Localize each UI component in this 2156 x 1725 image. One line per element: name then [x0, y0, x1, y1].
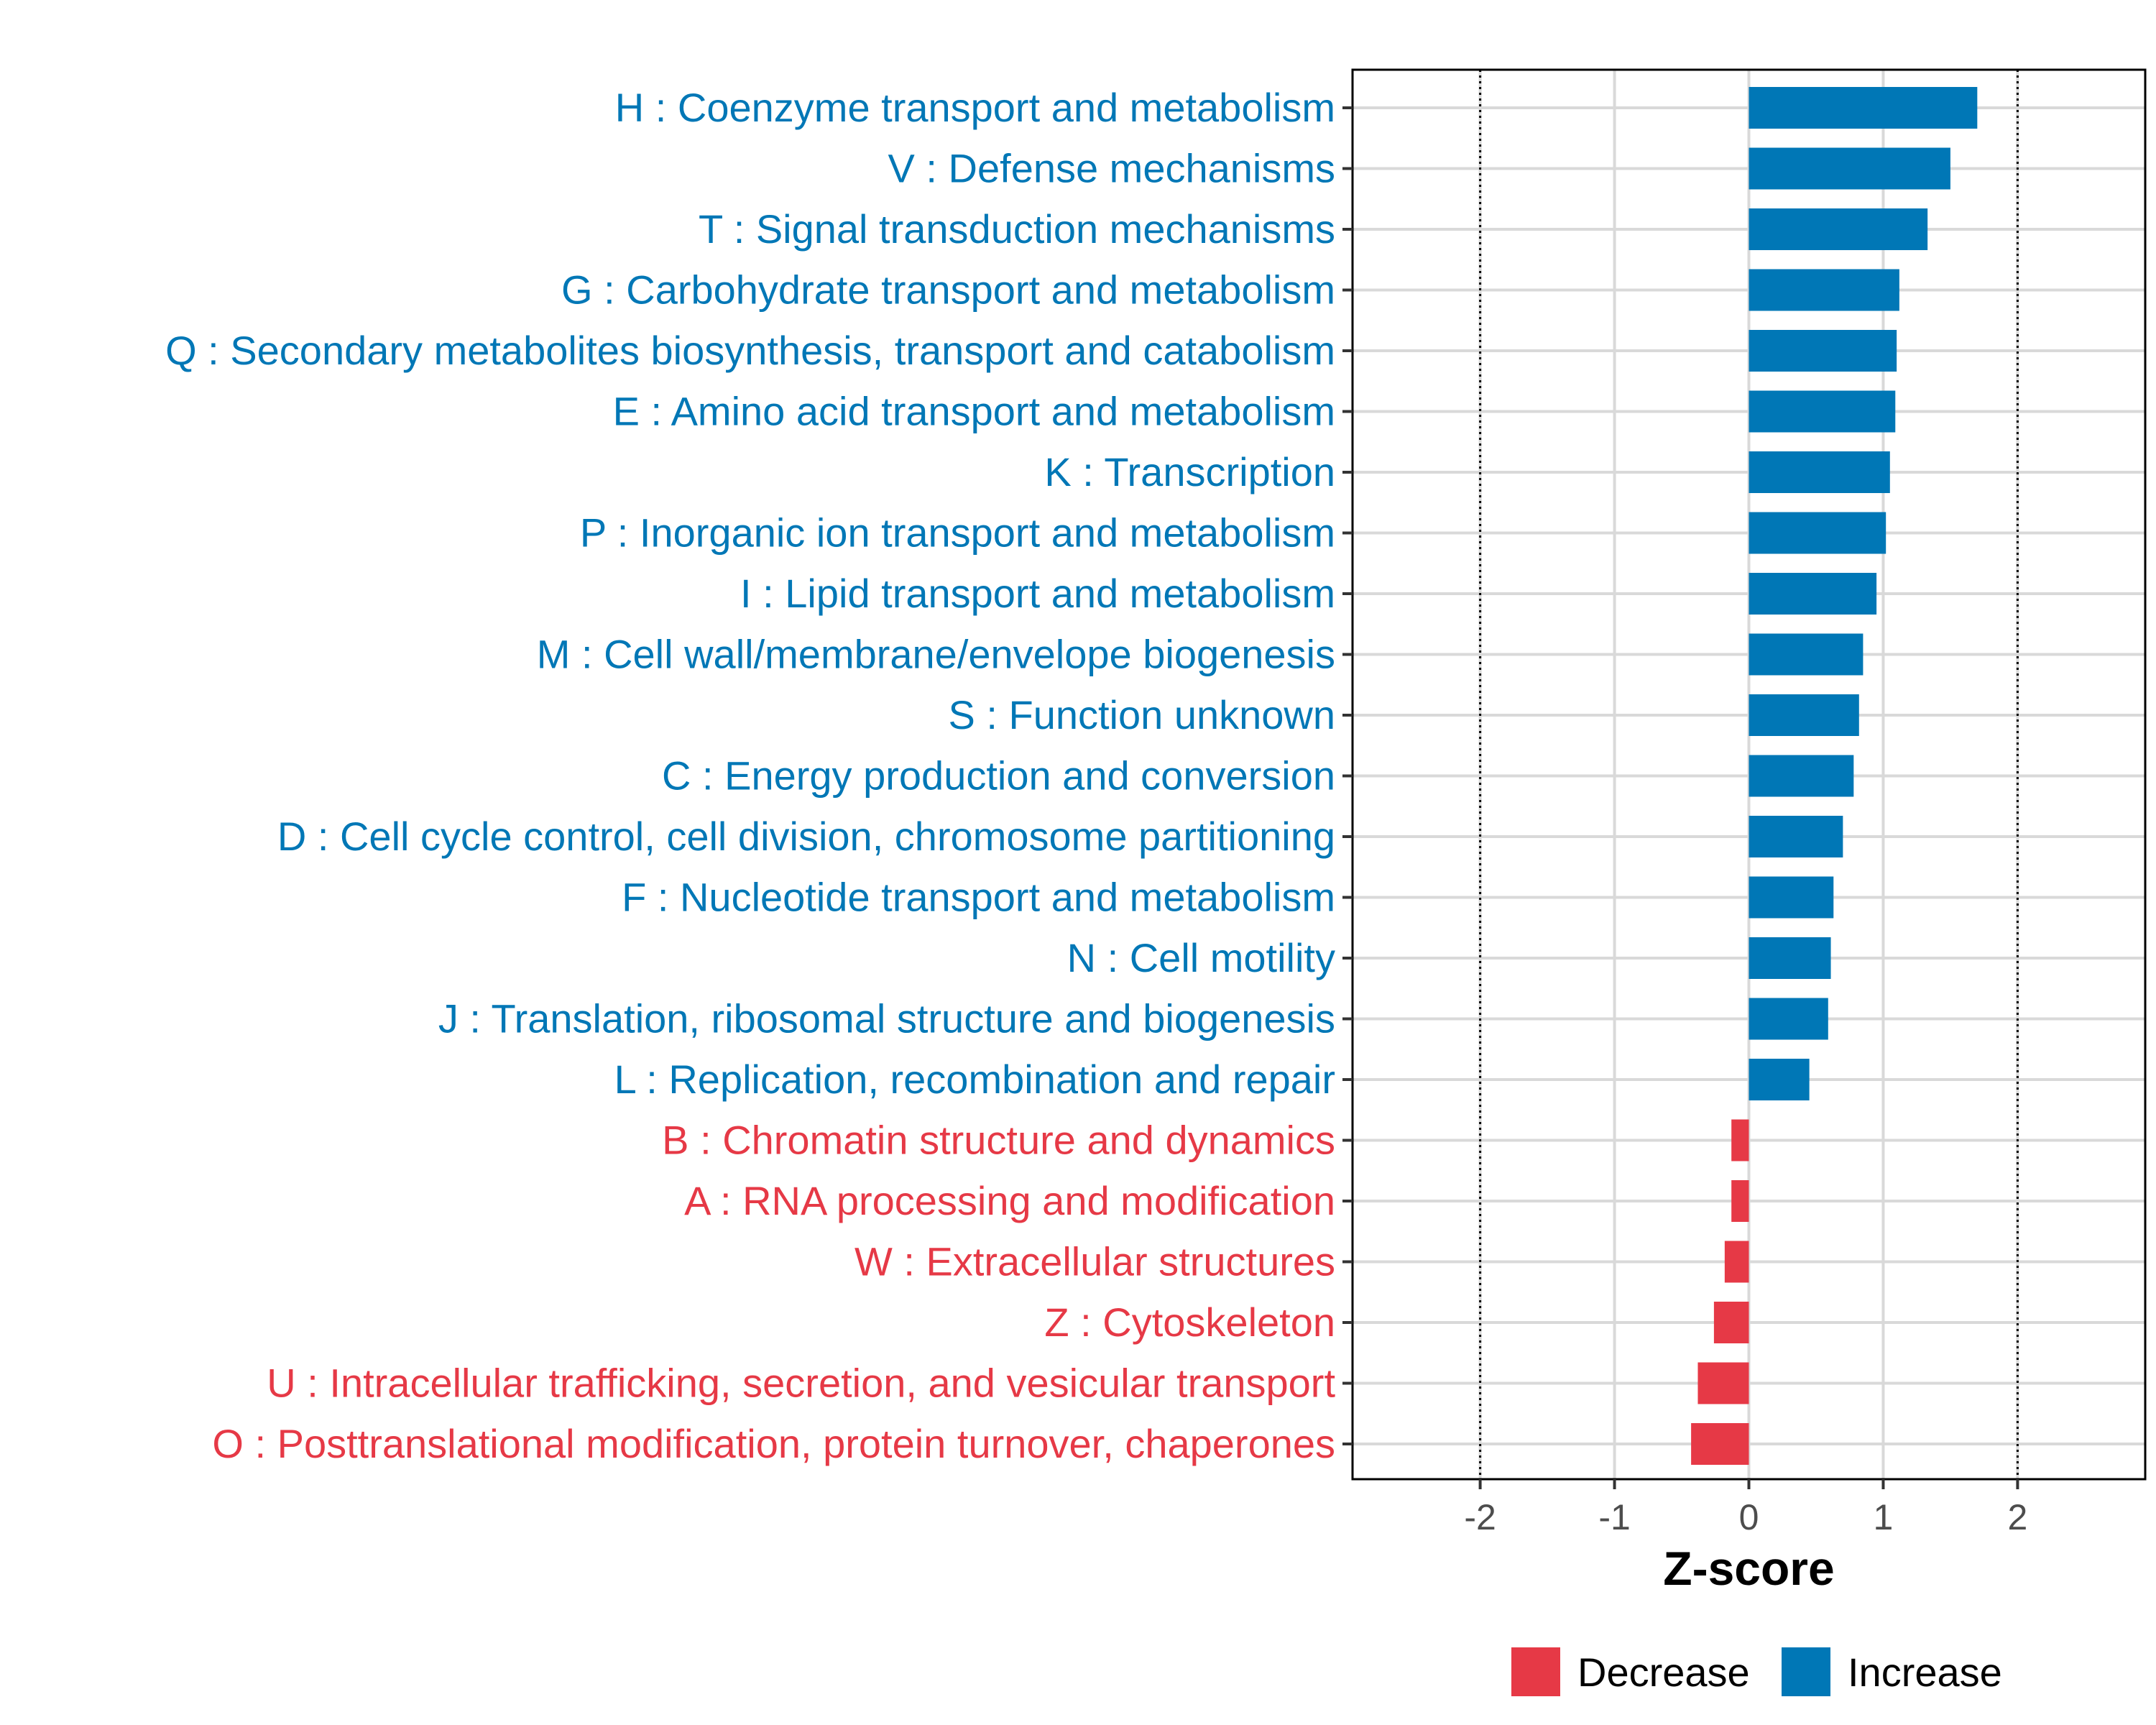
legend: Decrease Increase: [1511, 1647, 2002, 1696]
category-label: U : Intracellular trafficking, secretion…: [267, 1361, 1335, 1406]
legend-swatch: [1782, 1647, 1830, 1696]
x-axis-title: Z-score: [1663, 1542, 1834, 1595]
category-label: A : RNA processing and modification: [684, 1178, 1335, 1223]
category-label: K : Transcription: [1044, 449, 1335, 494]
bar: [1749, 451, 1890, 493]
x-tick-label: 2: [2007, 1497, 2027, 1537]
bar: [1749, 573, 1877, 615]
category-label: M : Cell wall/membrane/envelope biogenes…: [537, 632, 1335, 677]
reference-lines: [1479, 70, 2019, 1479]
bar: [1691, 1423, 1749, 1465]
x-tick-label: 0: [1739, 1497, 1759, 1537]
bar: [1749, 755, 1854, 797]
category-label: Q : Secondary metabolites biosynthesis, …: [165, 328, 1335, 373]
bar: [1749, 208, 1928, 250]
legend-label: Increase: [1848, 1650, 2002, 1695]
bar: [1724, 1241, 1749, 1283]
x-tick-label: -1: [1598, 1497, 1630, 1537]
category-label: C : Energy production and conversion: [662, 753, 1335, 799]
category-label: T : Signal transduction mechanisms: [699, 206, 1335, 252]
category-label: E : Amino acid transport and metabolism: [613, 389, 1335, 434]
category-label: B : Chromatin structure and dynamics: [662, 1118, 1335, 1163]
category-label: O : Posttranslational modification, prot…: [212, 1421, 1335, 1466]
bar: [1749, 1059, 1810, 1100]
category-label: I : Lipid transport and metabolism: [740, 571, 1335, 616]
bar: [1731, 1180, 1749, 1222]
bar: [1749, 816, 1843, 857]
bar: [1749, 512, 1886, 554]
bar: [1713, 1302, 1749, 1343]
category-label: G : Carbohydrate transport and metabolis…: [561, 267, 1335, 313]
category-label: J : Translation, ribosomal structure and…: [438, 996, 1335, 1041]
category-label: Z : Cytoskeleton: [1044, 1300, 1335, 1345]
bar: [1749, 390, 1896, 433]
category-label: F : Nucleotide transport and metabolism: [622, 875, 1335, 920]
bar: [1749, 633, 1864, 676]
category-label: D : Cell cycle control, cell division, c…: [277, 814, 1335, 859]
bar: [1697, 1362, 1749, 1404]
category-label: N : Cell motility: [1067, 935, 1335, 980]
legend-swatch: [1511, 1647, 1560, 1696]
y-axis: H : Coenzyme transport and metabolism V :…: [165, 85, 1353, 1466]
category-label: P : Inorganic ion transport and metaboli…: [580, 510, 1335, 556]
x-tick-label: 1: [1874, 1497, 1894, 1537]
category-label: H : Coenzyme transport and metabolism: [615, 85, 1335, 130]
x-tick-label: -2: [1464, 1497, 1496, 1537]
bar: [1749, 147, 1950, 190]
category-label: S : Function unknown: [948, 692, 1335, 737]
category-label: L : Replication, recombination and repai…: [614, 1057, 1335, 1102]
category-label: V : Defense mechanisms: [888, 146, 1335, 191]
bars: [1691, 87, 1978, 1465]
category-label: W : Extracellular structures: [854, 1239, 1335, 1284]
x-axis: -2 -1 0 1 2: [1464, 1479, 2027, 1537]
bar: [1731, 1119, 1749, 1162]
bar: [1749, 937, 1831, 979]
bar: [1749, 694, 1859, 736]
bar: [1749, 330, 1897, 372]
legend-label: Decrease: [1577, 1650, 1750, 1695]
bar: [1749, 876, 1834, 919]
bar: [1749, 87, 1978, 129]
bar: [1749, 998, 1828, 1040]
bar: [1749, 269, 1899, 311]
